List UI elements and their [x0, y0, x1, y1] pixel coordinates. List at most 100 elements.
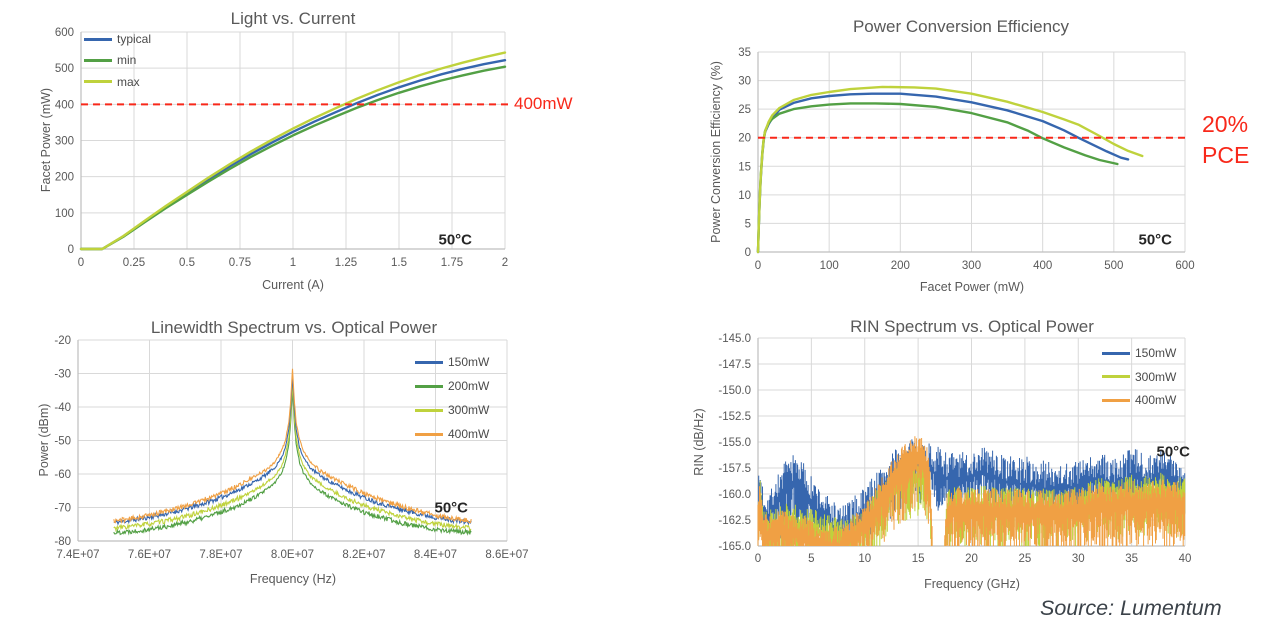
svg-text:-162.5: -162.5: [718, 515, 751, 527]
svg-text:0.25: 0.25: [123, 257, 145, 269]
svg-text:200: 200: [891, 260, 910, 272]
power-conversion-efficiency-gridlines: [757, 51, 1186, 253]
svg-text:0.75: 0.75: [229, 257, 251, 269]
svg-text:-152.5: -152.5: [718, 411, 751, 423]
source-note: Source: Lumentum: [1040, 596, 1222, 620]
linewidth-spectrum-legend-label-150mw: 150mW: [448, 355, 490, 369]
svg-text:40: 40: [1179, 553, 1192, 565]
svg-text:600: 600: [1175, 260, 1194, 272]
rin-spectrum-legend-swatch-400mw: [1102, 398, 1130, 402]
svg-text:30: 30: [1072, 553, 1085, 565]
rin-spectrum-legend-swatch-150mw: [1102, 351, 1130, 355]
svg-text:0: 0: [755, 553, 761, 565]
linewidth-spectrum-tick-labels: -20 -30 -40 -50 -60 -70 -807.4E+07 7.6E+07 7.8E+…: [54, 335, 528, 561]
light-vs-current-series-max: [79, 51, 507, 251]
chart-power-conversion-efficiency: 0 5 10 15 20 25 30 35 0 100 200 300 400 500 600: [738, 47, 1194, 272]
light-vs-current-legend-item-typical: typical: [84, 31, 151, 47]
rin-spectrum-legend-label-400mw: 400mW: [1135, 393, 1177, 407]
light-vs-current-tick-labels: 0 100 200 300 400 500 600 0 0.25 0.5 0.75 1 1.25 1.5 1…: [55, 27, 508, 269]
svg-text:100: 100: [55, 208, 74, 220]
chart2-temperature-annotation: 50°C: [1138, 231, 1172, 249]
svg-text:7.4E+07: 7.4E+07: [56, 549, 99, 561]
svg-text:-160.0: -160.0: [718, 489, 751, 501]
svg-text:400: 400: [55, 99, 74, 111]
svg-text:7.6E+07: 7.6E+07: [128, 549, 171, 561]
light-vs-current-legend-label-typical: typical: [117, 32, 152, 46]
svg-text:-80: -80: [54, 536, 71, 548]
chart4-temperature-annotation: 50°C: [1156, 443, 1190, 461]
svg-text:8.4E+07: 8.4E+07: [414, 549, 457, 561]
svg-text:600: 600: [55, 27, 74, 39]
linewidth-spectrum-legend-swatch-400mw: [415, 432, 443, 436]
power-conversion-efficiency-series-max: [756, 85, 1144, 254]
chart2-y-axis-label: Power Conversion Efficiency (%): [709, 61, 723, 243]
svg-text:-60: -60: [54, 469, 71, 481]
linewidth-spectrum-legend-item-300mw: 300mW: [415, 402, 489, 418]
chart-linewidth-spectrum: -20 -30 -40 -50 -60 -70 -807.4E+07 7.6E+07 7.8E+…: [54, 335, 528, 561]
light-vs-current-legend-swatch-typical: [84, 37, 112, 41]
linewidth-spectrum-legend-item-200mw: 200mW: [415, 378, 489, 394]
chart2-threshold-label-line1: 20%: [1202, 111, 1249, 137]
svg-text:300: 300: [962, 260, 981, 272]
svg-text:20: 20: [738, 133, 751, 145]
light-vs-current-gridlines: [80, 31, 506, 250]
svg-text:-70: -70: [54, 503, 71, 515]
rin-spectrum-tick-labels: -145.0 -147.5 -150.0 -152.5 -155.0 -157.5 -160…: [718, 333, 1191, 565]
svg-text:5: 5: [808, 553, 814, 565]
svg-text:2: 2: [502, 257, 508, 269]
chart2-threshold-label-line2: PCE: [1202, 142, 1250, 168]
svg-text:35: 35: [738, 47, 751, 59]
svg-text:20: 20: [965, 553, 978, 565]
chart2-threshold-label: 20% PCE: [1202, 109, 1249, 171]
svg-text:0: 0: [68, 244, 74, 256]
linewidth-spectrum-legend-label-400mw: 400mW: [448, 427, 490, 441]
chart1-y-axis-label: Facet Power (mW): [39, 87, 53, 193]
svg-text:-20: -20: [54, 335, 71, 347]
chart4-y-axis-label: RIN (dB/Hz): [692, 408, 706, 476]
chart1-threshold-label: 400mW: [514, 94, 573, 113]
svg-text:5: 5: [745, 218, 751, 230]
svg-text:10: 10: [858, 553, 871, 565]
svg-text:15: 15: [912, 553, 925, 565]
svg-text:-155.0: -155.0: [718, 437, 751, 449]
linewidth-spectrum-legend-item-150mw: 150mW: [415, 354, 489, 370]
chart3-temperature-annotation: 50°C: [434, 499, 468, 517]
rin-spectrum-legend-label-300mw: 300mW: [1135, 369, 1177, 384]
rin-spectrum-legend-item-400mw: 400mW: [1102, 392, 1176, 408]
chart2-x-axis-label: Facet Power (mW): [919, 280, 1025, 294]
chart3-title: Linewidth Spectrum vs. Optical Power: [150, 318, 438, 337]
rin-spectrum-series-400mW: [757, 436, 1186, 546]
light-vs-current-legend-item-max: max: [84, 74, 140, 90]
linewidth-spectrum-legend-swatch-150mw: [415, 360, 443, 364]
light-vs-current-legend-label-min: min: [117, 53, 137, 68]
svg-text:-50: -50: [54, 436, 71, 448]
svg-text:8.0E+07: 8.0E+07: [271, 549, 314, 561]
svg-text:1.75: 1.75: [441, 257, 463, 269]
svg-text:-157.5: -157.5: [718, 463, 751, 475]
svg-text:15: 15: [738, 161, 751, 173]
svg-text:200: 200: [55, 172, 74, 184]
svg-text:8.2E+07: 8.2E+07: [342, 549, 385, 561]
svg-text:35: 35: [1125, 553, 1138, 565]
linewidth-spectrum-legend-label-300mw: 300mW: [448, 403, 490, 417]
svg-text:400: 400: [1033, 260, 1052, 272]
svg-text:30: 30: [738, 76, 751, 88]
svg-text:-147.5: -147.5: [718, 359, 751, 371]
light-vs-current-legend-item-min: min: [84, 52, 136, 68]
chart1-temperature-annotation: 50°C: [438, 231, 472, 249]
chart3-y-axis-label: Power (dBm): [37, 403, 51, 477]
linewidth-spectrum-legend-label-200mw: 200mW: [448, 379, 490, 393]
chart2-title: Power Conversion Efficiency: [852, 17, 1070, 36]
svg-text:500: 500: [1104, 260, 1123, 272]
rin-spectrum-legend-item-300mw: 300mW: [1102, 369, 1176, 385]
light-vs-current-legend-swatch-max: [84, 80, 112, 84]
svg-text:1: 1: [290, 257, 296, 269]
svg-text:-145.0: -145.0: [718, 333, 751, 345]
svg-text:1.25: 1.25: [335, 257, 357, 269]
chart4-title: RIN Spectrum vs. Optical Power: [850, 317, 1094, 336]
power-conversion-efficiency-series-min: [756, 102, 1119, 254]
chart-rin-spectrum: -145.0 -147.5 -150.0 -152.5 -155.0 -157.5 -160…: [718, 333, 1191, 565]
svg-text:0: 0: [745, 247, 751, 259]
